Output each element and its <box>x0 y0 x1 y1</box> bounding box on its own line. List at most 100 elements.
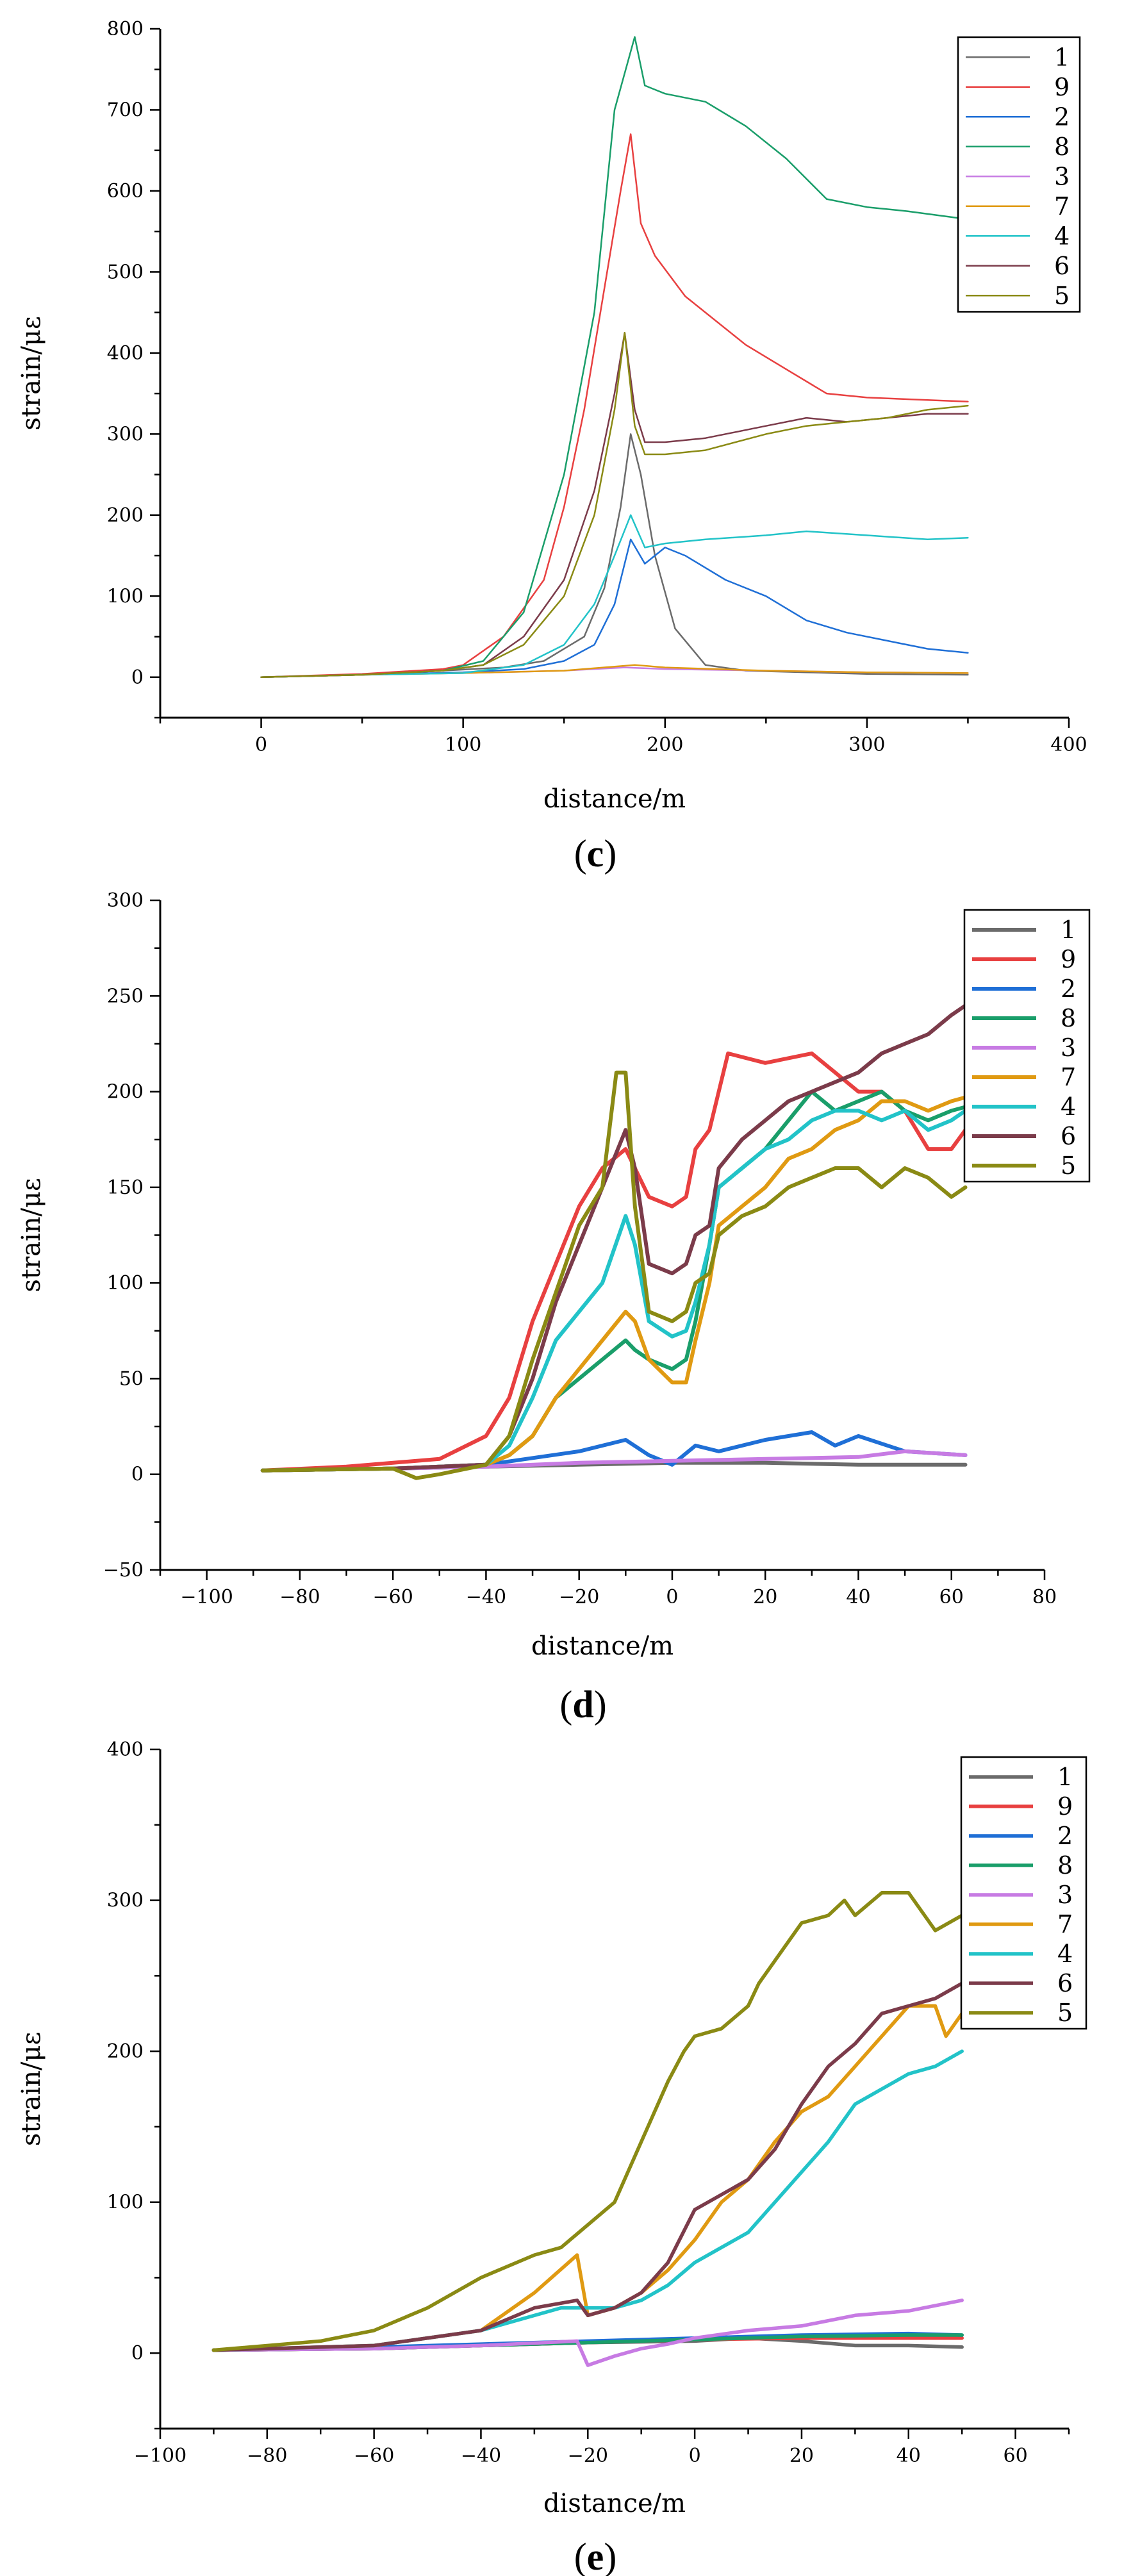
x-tick-label-c: 400 <box>1050 734 1087 756</box>
chart-panel-d: −100 −80 −60 −40 −20 0 20 40 60 80 −50 0 50 100 150 200… <box>17 889 1091 1726</box>
x-tick-label-d: −20 <box>559 1586 599 1608</box>
legend-label-c-4: 4 <box>1054 222 1070 250</box>
panel-label-d-open: ( <box>559 1683 572 1726</box>
panel-label-d-letter: d <box>572 1683 593 1726</box>
panel-label-c-open: ( <box>574 832 587 875</box>
legend-label-e-9: 9 <box>1057 1792 1073 1821</box>
series-line-c-4 <box>260 514 969 679</box>
panel-label-e-close: ) <box>604 2536 616 2576</box>
x-tick-label-e: −60 <box>354 2445 394 2467</box>
y-tick-label-e: 200 <box>107 2040 144 2063</box>
y-tick-label-e: 400 <box>107 1738 144 1761</box>
x-tick-label-e: 40 <box>897 2445 921 2467</box>
legend-label-c-3: 3 <box>1054 162 1070 190</box>
chart-panel-e: −100 −80 −60 −40 −20 0 20 40 60 0 100 200 300 400 dis… <box>17 1738 1087 2576</box>
x-tick-label-e: 0 <box>689 2445 701 2467</box>
panel-label-e-letter: e <box>587 2536 604 2576</box>
y-tick-label-d: −50 <box>103 1559 144 1581</box>
x-tick-label-e: −100 <box>134 2445 186 2467</box>
legend-label-d-3: 3 <box>1061 1034 1076 1062</box>
legend-label-c-1: 1 <box>1054 43 1070 71</box>
panel-label-c-close: ) <box>604 832 616 875</box>
x-tick-label-d: 20 <box>753 1586 777 1608</box>
chart-panel-c: 0 100 200 300 400 0 100 200 300 400 500 600 700 800 d… <box>17 18 1087 875</box>
y-tick-label-c: 100 <box>107 585 144 607</box>
series-line-e-4 <box>211 2049 964 2352</box>
y-tick-label-c: 300 <box>107 423 144 445</box>
legend-label-d-7: 7 <box>1061 1063 1076 1091</box>
legend-label-d-1: 1 <box>1061 916 1076 944</box>
plot-area-c: 0 100 200 300 400 0 100 200 300 400 500 600 700 800 <box>107 18 1087 756</box>
series-line-c-8 <box>260 36 969 679</box>
legend-label-e-8: 8 <box>1057 1851 1073 1879</box>
x-tick-label-c: 200 <box>647 734 683 756</box>
legend-label-e-7: 7 <box>1057 1910 1073 1938</box>
x-tick-label-d: −80 <box>279 1586 320 1608</box>
y-tick-label-e: 300 <box>107 1890 144 1912</box>
y-tick-label-c: 600 <box>107 180 144 202</box>
legend-label-c-9: 9 <box>1054 73 1070 101</box>
series-line-d-9 <box>260 1051 968 1473</box>
x-tick-label-d: 80 <box>1032 1586 1057 1608</box>
legend-label-e-3: 3 <box>1057 1881 1073 1909</box>
series-line-d-6 <box>260 1003 968 1473</box>
legend-label-e-4: 4 <box>1057 1940 1073 1968</box>
y-tick-label-c: 400 <box>107 342 144 365</box>
y-tick-label-d: 100 <box>107 1272 144 1294</box>
panel-label-e: (e) <box>574 2536 617 2576</box>
y-tick-label-e: 100 <box>107 2192 144 2214</box>
panel-label-d: (d) <box>559 1683 606 1726</box>
x-tick-label-e: 20 <box>789 2445 814 2467</box>
y-axis-label-c: strain/με <box>17 316 46 430</box>
series-line-e-5 <box>211 1891 964 2352</box>
y-tick-label-c: 200 <box>107 504 144 527</box>
series-line-c-2 <box>260 538 969 679</box>
x-tick-label-e: −20 <box>568 2445 608 2467</box>
x-tick-label-d: 60 <box>939 1586 964 1608</box>
series-line-d-4 <box>260 1109 968 1473</box>
legend-label-d-2: 2 <box>1061 975 1076 1003</box>
x-axis-label-c: distance/m <box>543 784 686 814</box>
y-tick-label-d: 150 <box>107 1177 144 1199</box>
y-tick-label-c: 800 <box>107 18 144 40</box>
x-tick-label-d: 0 <box>666 1586 678 1608</box>
series-line-d-7 <box>260 1095 968 1473</box>
y-tick-label-d: 0 <box>131 1464 144 1486</box>
y-tick-label-c: 700 <box>107 99 144 121</box>
x-tick-label-e: −80 <box>247 2445 287 2467</box>
legend-label-c-7: 7 <box>1054 192 1070 220</box>
panel-label-e-open: ( <box>574 2536 587 2576</box>
plot-area-d: −100 −80 −60 −40 −20 0 20 40 60 80 −50 0 50 100 150 200… <box>103 889 1057 1608</box>
y-tick-label-d: 200 <box>107 1081 144 1103</box>
legend-label-e-5: 5 <box>1057 1999 1073 2027</box>
legend-label-d-6: 6 <box>1061 1122 1076 1150</box>
x-tick-label-d: −60 <box>373 1586 413 1608</box>
legend-label-c-6: 6 <box>1054 252 1070 280</box>
x-tick-label-c: 100 <box>445 734 481 756</box>
legend-label-c-5: 5 <box>1054 281 1070 310</box>
y-tick-label-d: 300 <box>107 889 144 912</box>
y-tick-label-c: 0 <box>131 666 144 689</box>
x-tick-label-d: −40 <box>466 1586 506 1608</box>
legend-label-c-2: 2 <box>1054 103 1070 131</box>
x-axis-label-e: distance/m <box>543 2489 686 2518</box>
x-axis-label-d: distance/m <box>531 1631 674 1661</box>
x-tick-label-c: 0 <box>255 734 267 756</box>
series-line-e-3 <box>211 2299 964 2367</box>
legend-label-e-2: 2 <box>1057 1822 1073 1850</box>
y-axis-label-e: strain/με <box>17 2032 46 2146</box>
panel-label-d-close: ) <box>594 1683 607 1726</box>
legend-label-d-9: 9 <box>1061 945 1076 973</box>
legend-label-e-6: 6 <box>1057 1969 1073 1997</box>
x-tick-label-e: −40 <box>461 2445 501 2467</box>
y-tick-label-d: 250 <box>107 985 144 1007</box>
series-line-c-5 <box>260 332 969 679</box>
x-tick-label-d: 40 <box>846 1586 870 1608</box>
legend-label-d-5: 5 <box>1061 1152 1076 1180</box>
panel-label-c-letter: c <box>587 832 604 875</box>
y-tick-label-c: 500 <box>107 261 144 283</box>
legend-label-e-1: 1 <box>1057 1763 1073 1791</box>
